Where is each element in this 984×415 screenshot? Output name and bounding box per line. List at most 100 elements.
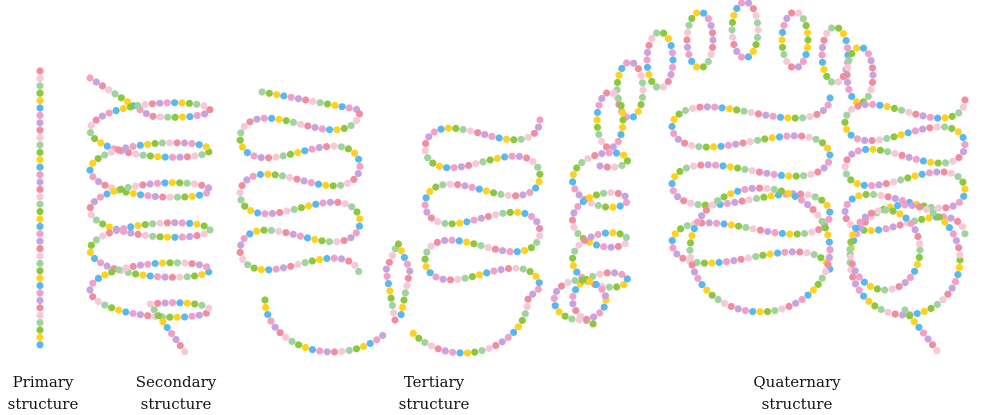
amino-acid-bead [293,175,301,183]
amino-acid-bead [846,245,854,253]
amino-acid-bead [881,286,889,294]
amino-acid-bead [617,131,625,139]
amino-acid-bead [605,149,613,157]
amino-acid-bead [704,57,712,66]
amino-acid-bead [36,252,44,260]
amino-acid-bead [955,109,963,117]
amino-acid-bead [786,230,794,238]
amino-acid-bead [243,176,251,184]
amino-acid-bead [86,286,94,294]
amino-acid-bead [731,198,739,206]
amino-acid-bead [183,273,191,281]
amino-acid-bead [653,29,661,37]
amino-acid-bead [424,154,432,162]
amino-acid-bead [268,114,276,122]
amino-acid-bead [352,117,361,125]
amino-acid-bead [824,144,832,152]
amino-acid-bead [864,92,872,101]
amino-acid-bead [534,285,543,293]
amino-acid-bead [176,299,184,307]
amino-acid-bead [246,230,254,238]
amino-acid-bead [674,193,682,201]
amino-acid-bead [261,210,269,218]
amino-acid-bead [714,197,722,205]
amino-acid-bead [790,132,798,140]
amino-acid-bead [352,345,361,353]
amino-acid-bead [748,184,756,192]
amino-acid-bead [340,237,348,245]
amino-acid-bead [805,133,813,141]
amino-acid-bead [862,190,870,199]
amino-acid-bead [843,156,851,164]
amino-acid-bead [570,209,578,217]
amino-acid-bead [823,72,831,80]
amino-acid-bead [253,115,261,123]
amino-acid-bead [36,119,44,127]
amino-acid-bead [432,183,440,191]
amino-acid-bead [853,44,861,52]
amino-acid-bead [955,154,963,162]
amino-acid-bead [595,130,603,139]
amino-acid-bead [868,64,877,72]
amino-acid-bead [607,189,615,197]
amino-acid-bead [323,348,331,356]
amino-acid-bead [775,133,784,141]
amino-acid-bead [427,214,435,222]
amino-acid-bead [384,280,392,288]
amino-acid-bead [97,139,105,147]
amino-acid-bead [465,161,473,169]
amino-acid-bead [282,229,290,237]
amino-acid-bead [238,182,246,190]
amino-acid-bead [532,184,540,192]
amino-acid-bead [911,226,919,234]
amino-acid-bead [593,108,602,117]
amino-acid-bead [153,179,162,187]
amino-acid-bead [781,248,789,256]
amino-acid-bead [94,178,103,186]
amino-acid-bead [132,270,140,278]
amino-acid-bead [312,200,320,208]
amino-acid-bead [843,71,851,79]
amino-acid-bead [119,225,128,233]
amino-acid-bead [808,228,816,236]
amino-acid-bead [552,287,561,296]
amino-acid-bead [708,29,717,37]
amino-acid-bead [89,279,97,287]
amino-acid-bead [435,162,443,170]
amino-acid-bead [897,176,905,184]
amino-acid-bead [450,164,458,172]
amino-acid-bead [237,241,245,249]
amino-acid-bead [533,238,541,247]
amino-acid-bead [744,254,753,262]
amino-acid-bead [493,154,501,162]
amino-acid-bead [610,269,619,277]
amino-acid-bead [513,248,521,256]
amino-acid-bead [253,227,261,235]
amino-acid-bead [108,304,116,312]
amino-acid-bead [294,260,302,269]
amino-acid-bead [868,78,877,86]
amino-acid-bead [156,233,164,241]
amino-acid-bead [569,300,577,308]
amino-acid-bead [300,177,308,185]
amino-acid-bead [154,273,162,281]
amino-acid-bead [351,261,359,269]
amino-acid-bead [573,164,581,172]
amino-acid-bead [902,214,910,222]
amino-acid-bead [841,118,849,126]
amino-acid-bead [847,253,855,261]
amino-acid-bead [250,152,258,160]
amino-acid-bead [101,301,109,309]
amino-acid-bead [163,324,171,332]
amino-acid-bead [861,213,869,221]
amino-acid-bead [144,312,152,320]
amino-acid-bead [792,172,800,180]
amino-acid-bead [954,271,962,279]
amino-acid-bead [855,192,863,200]
amino-acid-bead [618,270,626,278]
amino-acid-bead [905,153,913,161]
amino-acid-bead [745,196,753,204]
amino-acid-bead [686,239,695,247]
amino-acid-bead [195,141,203,149]
amino-acid-bead [620,151,628,159]
